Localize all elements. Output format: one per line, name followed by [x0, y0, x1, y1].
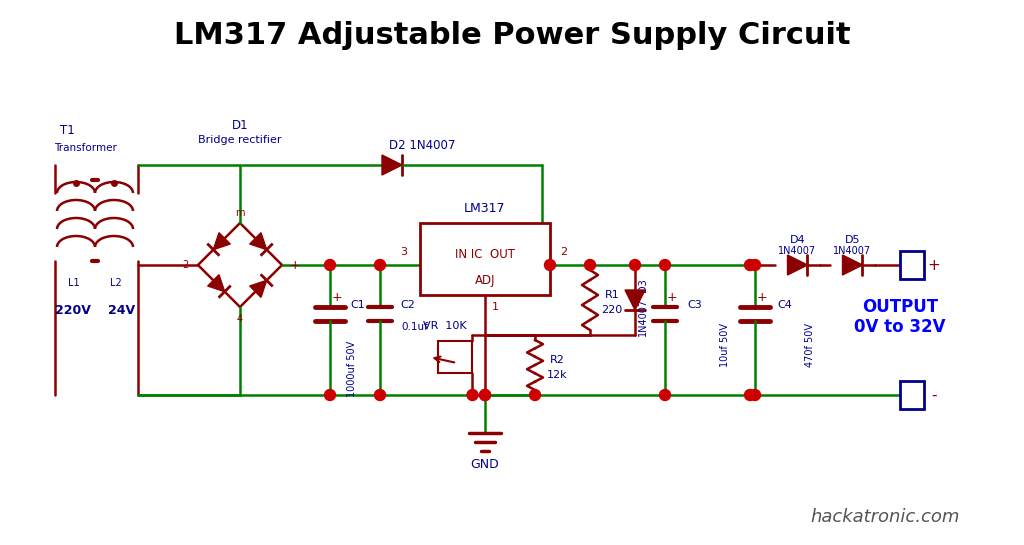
Text: Transformer: Transformer — [53, 143, 117, 153]
Text: 470f 50V: 470f 50V — [805, 323, 815, 367]
Text: T1: T1 — [59, 124, 75, 136]
Text: D2 1N4007: D2 1N4007 — [389, 138, 456, 152]
FancyBboxPatch shape — [900, 381, 924, 409]
Text: OUTPUT
0V to 32V: OUTPUT 0V to 32V — [854, 298, 946, 336]
Polygon shape — [250, 280, 266, 298]
Text: 10uf 50V: 10uf 50V — [720, 323, 730, 367]
Text: 12k: 12k — [547, 370, 567, 380]
Text: L1: L1 — [69, 278, 80, 288]
Text: R2: R2 — [550, 355, 564, 365]
Text: 220V: 220V — [55, 304, 91, 317]
Text: D5: D5 — [845, 235, 860, 245]
Text: 220: 220 — [601, 305, 623, 315]
Text: 1: 1 — [492, 302, 499, 312]
Text: 0.1uf: 0.1uf — [401, 322, 428, 332]
Text: D4: D4 — [790, 235, 805, 245]
Polygon shape — [250, 233, 266, 250]
Circle shape — [585, 259, 596, 270]
Circle shape — [659, 390, 671, 401]
Text: 2: 2 — [182, 260, 188, 270]
Text: +: + — [928, 257, 940, 272]
Text: hackatronic.com: hackatronic.com — [810, 508, 959, 526]
Text: +: + — [757, 290, 767, 304]
Circle shape — [479, 390, 490, 401]
Polygon shape — [843, 255, 862, 275]
Text: IN IC  OUT: IN IC OUT — [455, 247, 515, 261]
Polygon shape — [625, 290, 645, 310]
Circle shape — [744, 259, 756, 270]
Text: C3: C3 — [688, 300, 702, 310]
FancyBboxPatch shape — [900, 251, 924, 279]
Circle shape — [375, 259, 385, 270]
Text: 1N4007: 1N4007 — [638, 298, 648, 336]
Text: m: m — [236, 208, 245, 218]
Polygon shape — [382, 155, 402, 175]
Text: D1: D1 — [231, 118, 248, 131]
Text: -: - — [931, 387, 937, 403]
Text: C4: C4 — [777, 300, 793, 310]
Text: 1N4007: 1N4007 — [834, 246, 871, 256]
Text: 1N4007: 1N4007 — [778, 246, 816, 256]
Text: C1: C1 — [350, 300, 366, 310]
Circle shape — [325, 259, 336, 270]
Text: C2: C2 — [400, 300, 416, 310]
Text: +: + — [290, 258, 300, 271]
Text: +: + — [667, 290, 677, 304]
FancyBboxPatch shape — [437, 341, 472, 373]
Text: Bridge rectifier: Bridge rectifier — [199, 135, 282, 145]
Circle shape — [750, 259, 761, 270]
FancyBboxPatch shape — [420, 223, 550, 295]
Polygon shape — [787, 255, 808, 275]
Circle shape — [630, 259, 640, 270]
Circle shape — [744, 390, 756, 401]
Circle shape — [545, 259, 555, 270]
Circle shape — [375, 390, 385, 401]
Text: 2: 2 — [560, 247, 567, 257]
Text: L2: L2 — [111, 278, 122, 288]
Text: 4: 4 — [237, 314, 243, 324]
Circle shape — [325, 390, 336, 401]
Text: 24V: 24V — [109, 304, 135, 317]
Circle shape — [479, 390, 490, 401]
Circle shape — [467, 390, 478, 401]
Circle shape — [750, 390, 761, 401]
Text: ADJ: ADJ — [475, 274, 496, 287]
Polygon shape — [213, 233, 230, 250]
Text: D3: D3 — [638, 278, 648, 292]
Text: VR  10K: VR 10K — [423, 321, 467, 331]
Circle shape — [659, 259, 671, 270]
Text: GND: GND — [471, 458, 500, 471]
Text: 3: 3 — [400, 247, 408, 257]
Text: LM317 Adjustable Power Supply Circuit: LM317 Adjustable Power Supply Circuit — [174, 21, 850, 50]
Text: +: + — [332, 290, 342, 304]
Text: R1: R1 — [604, 290, 620, 300]
Text: 1000uf 50V: 1000uf 50V — [347, 341, 357, 397]
Polygon shape — [208, 275, 224, 292]
Text: LM317: LM317 — [464, 202, 506, 215]
Circle shape — [529, 390, 541, 401]
